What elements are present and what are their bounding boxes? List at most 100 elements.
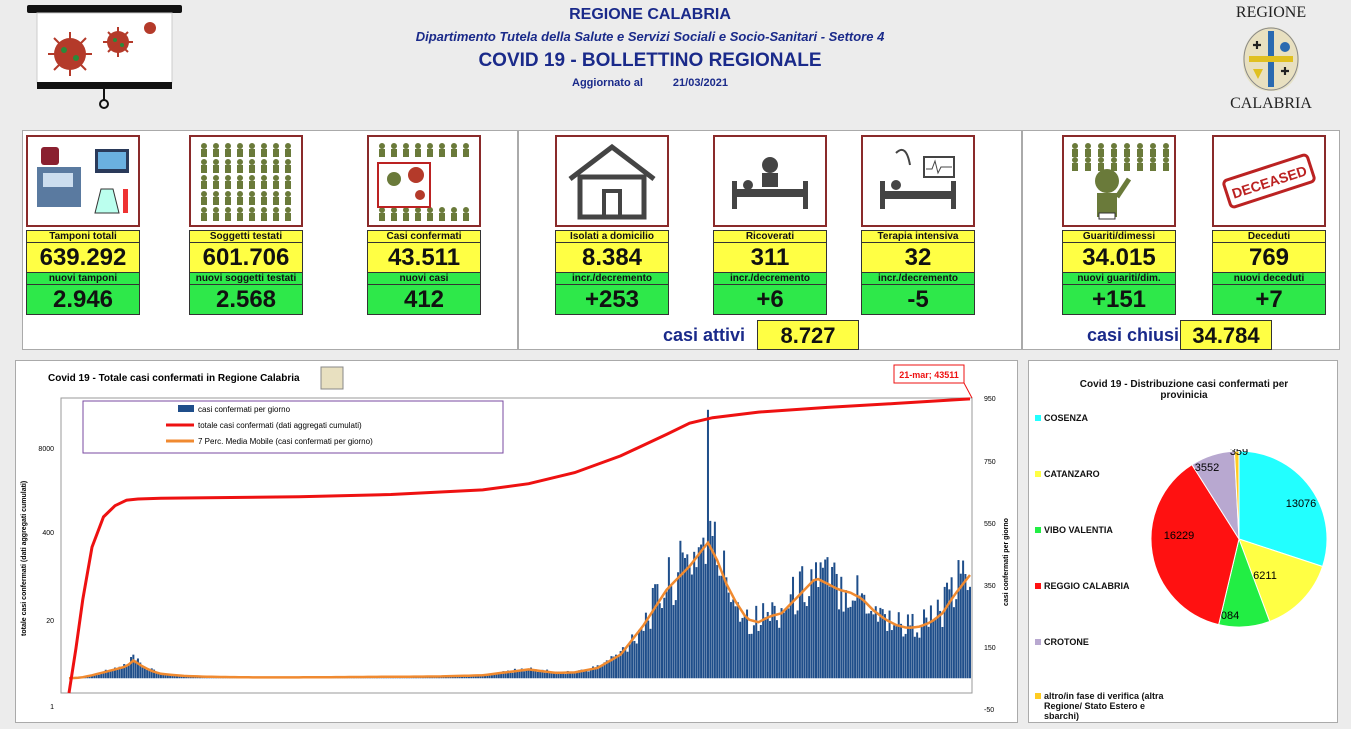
svg-text:✚: ✚ [1280,66,1289,78]
kpi-sub-value: -5 [861,285,975,315]
daily-bar [725,577,727,678]
closed-cases-value: 34.784 [1180,320,1272,350]
kpi-sub-value: 2.946 [26,285,140,315]
daily-bar [930,605,932,678]
daily-bar [659,603,661,678]
updated-label: Aggiornato al [572,77,643,89]
daily-bar [810,569,812,678]
daily-bar [953,607,955,678]
daily-bar [939,611,941,678]
icu-bed-icon [861,135,975,227]
daily-bar [912,614,914,678]
daily-bar [935,619,937,678]
legend-label: CROTONE [1044,637,1164,647]
daily-bar [712,536,714,678]
daily-bar [718,576,720,678]
logo-top-text: REGIONE [1218,4,1324,22]
daily-bar [849,607,851,678]
legend-label: REGGIO CALABRIA [1044,581,1164,591]
daily-bar [907,614,909,678]
virus-illustration-icon [22,2,187,114]
daily-bar [870,611,872,678]
daily-bar [958,560,960,678]
daily-bar [877,622,879,679]
daily-bar [967,590,969,678]
legend-label: CATANZARO [1044,469,1164,479]
daily-bar [716,565,718,678]
daily-bar [863,595,865,678]
daily-bar [767,612,769,678]
kpi-label: Isolati a domicilio [555,230,669,243]
kpi-label: Ricoverati [713,230,827,243]
kpi-label: Casi confermati [367,230,481,243]
daily-bar [932,621,934,679]
infected-person-icon [367,135,481,227]
daily-bar [955,599,957,678]
daily-bar [698,547,700,678]
daily-bar [918,638,920,679]
hospital-bed-icon [713,135,827,227]
right-tick-label: 950 [984,396,996,403]
daily-bar [808,596,810,678]
daily-bar [838,609,840,678]
daily-bar [739,622,741,679]
daily-bar [760,625,762,678]
daily-bar [905,634,907,678]
daily-bar [925,618,927,679]
daily-bar [737,602,739,678]
daily-bar [778,628,780,678]
legend-swatch [1035,583,1041,589]
kpi-value: 311 [713,243,827,273]
left-tick-label: 400 [42,530,54,537]
kpi-card: Terapia intensiva 32 incr./decremento -5 [861,135,975,315]
daily-bar [735,606,737,678]
daily-bar [817,587,819,678]
daily-bar [629,644,631,678]
daily-bar [700,545,702,679]
daily-bar [826,557,828,678]
daily-bar [854,601,856,678]
daily-bar [909,625,911,678]
daily-bar [852,601,854,679]
daily-bar [519,671,521,678]
daily-bar [633,641,635,678]
kpi-card: Guariti/dimessi 34.015 nuovi guariti/dim… [1062,135,1176,315]
pie-slice-label: 16229 [1164,530,1195,542]
pie-legend-item: REGGIO CALABRIA [1035,581,1164,591]
daily-bar [751,634,753,678]
daily-bar [132,655,134,679]
daily-bar [758,631,760,678]
kpi-sub-label: incr./decremento [555,273,669,285]
daily-bar [650,629,652,678]
updated-date: 21/03/2021 [673,77,728,89]
header: REGIONE CALABRIA Dipartimento Tutela del… [0,0,1351,125]
daily-bar [675,600,677,678]
daily-bar [702,538,704,679]
daily-bar [794,614,796,678]
right-tick-label: 350 [984,583,996,590]
daily-bar [679,541,681,678]
daily-bar [769,621,771,678]
daily-bar [705,564,707,678]
legend-label-cumulative: totale casi confermati (dati aggregati c… [198,421,362,430]
bulletin-title: COVID 19 - BOLLETTINO REGIONALE [390,50,910,72]
active-cases-value: 8.727 [757,320,859,350]
daily-bar [921,627,923,678]
daily-bar [748,634,750,678]
daily-bar [640,628,642,678]
kpi-sub-label: incr./decremento [861,273,975,285]
kpi-card: Soggetti testati 601.706 nuovi soggetti … [189,135,303,315]
daily-bar [654,584,656,678]
daily-bar [638,630,640,678]
department-title: Dipartimento Tutela della Salute e Servi… [390,29,910,44]
region-title: REGIONE CALABRIA [390,6,910,24]
recovered-person-icon [1062,135,1176,227]
daily-bar [564,674,566,678]
kpi-label: Guariti/dimessi [1062,230,1176,243]
left-tick-label: 1 [50,704,54,711]
daily-bar [843,612,845,679]
daily-bar [689,567,691,678]
pie-slice-label: 3552 [1195,462,1219,474]
daily-bar [656,584,658,678]
kpi-value: 601.706 [189,243,303,273]
